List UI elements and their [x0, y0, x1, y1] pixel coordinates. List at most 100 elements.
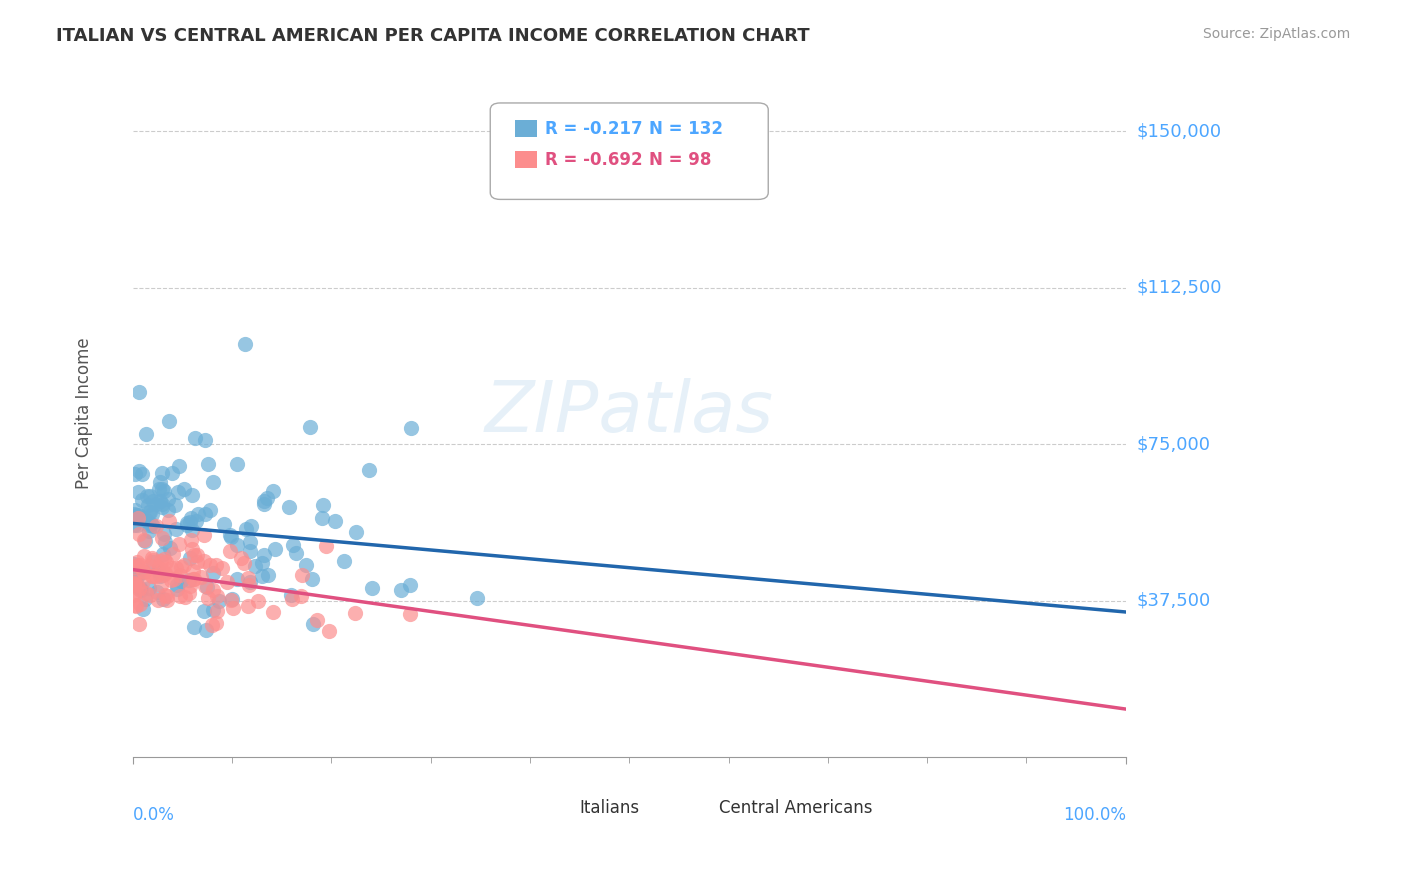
Text: 100.0%: 100.0%: [1063, 805, 1126, 823]
Point: [221, 591, 243, 606]
Point: [201, 618, 224, 632]
Point: [138, 581, 160, 595]
Point: [183, 572, 205, 586]
Point: [134, 534, 156, 549]
Point: [219, 528, 242, 542]
Point: [208, 594, 231, 608]
Point: [122, 575, 145, 590]
Point: [361, 581, 384, 595]
Point: [127, 511, 149, 525]
Point: [128, 464, 150, 478]
Point: [284, 546, 307, 560]
Point: [344, 524, 367, 539]
Point: [180, 488, 202, 502]
Point: [202, 603, 225, 617]
Point: [204, 558, 226, 572]
Point: [152, 547, 174, 561]
Point: [243, 559, 266, 574]
Point: [165, 561, 187, 575]
Point: [193, 604, 215, 618]
Point: [214, 517, 236, 532]
Point: [465, 591, 488, 605]
Point: [142, 555, 165, 569]
Point: [262, 605, 284, 619]
Point: [186, 556, 208, 570]
Point: [153, 527, 176, 541]
Point: [307, 613, 329, 627]
Point: [124, 503, 146, 517]
Text: $150,000: $150,000: [1137, 122, 1222, 140]
Point: [235, 522, 257, 536]
Point: [280, 588, 302, 602]
Point: [194, 579, 217, 593]
Point: [179, 550, 201, 565]
Point: [129, 597, 152, 611]
Point: [150, 483, 173, 497]
Point: [238, 571, 260, 585]
Point: [142, 519, 165, 533]
Point: [136, 498, 159, 512]
Point: [124, 560, 146, 574]
Point: [148, 560, 170, 574]
Point: [173, 482, 195, 496]
Point: [281, 538, 304, 552]
Point: [166, 582, 188, 596]
Point: [301, 616, 323, 631]
Point: [246, 594, 269, 608]
Point: [149, 568, 172, 582]
Point: [170, 560, 193, 574]
Point: [149, 493, 172, 508]
Point: [138, 505, 160, 519]
Point: [135, 513, 157, 527]
Point: [218, 544, 240, 558]
Point: [193, 528, 215, 542]
Point: [263, 542, 285, 557]
Point: [124, 508, 146, 522]
Point: [127, 555, 149, 569]
Point: [169, 568, 191, 582]
Text: ZIPatlas: ZIPatlas: [485, 378, 773, 448]
Point: [160, 466, 183, 480]
Point: [152, 500, 174, 514]
Text: Source: ZipAtlas.com: Source: ZipAtlas.com: [1202, 27, 1350, 41]
Text: $37,500: $37,500: [1137, 591, 1211, 610]
Point: [153, 552, 176, 566]
Point: [239, 534, 262, 549]
Point: [141, 550, 163, 565]
Point: [318, 624, 340, 639]
Point: [150, 563, 173, 577]
Point: [149, 475, 172, 490]
Point: [205, 604, 228, 618]
Point: [176, 516, 198, 530]
Point: [167, 537, 190, 551]
Point: [141, 553, 163, 567]
Point: [315, 539, 337, 553]
Point: [150, 531, 173, 545]
Point: [127, 578, 149, 592]
Point: [184, 514, 207, 528]
Text: N = 98: N = 98: [650, 151, 711, 169]
Point: [399, 607, 422, 621]
Point: [207, 589, 229, 603]
Point: [157, 414, 180, 428]
Point: [155, 588, 177, 602]
Point: [134, 565, 156, 579]
Point: [219, 593, 242, 607]
Point: [163, 572, 186, 586]
Point: [124, 583, 146, 598]
Point: [183, 549, 205, 563]
Point: [190, 570, 212, 584]
Point: [278, 500, 301, 514]
Point: [184, 431, 207, 445]
Point: [124, 599, 146, 614]
Point: [257, 568, 280, 582]
Point: [128, 582, 150, 597]
Point: [157, 492, 180, 507]
Point: [160, 561, 183, 575]
Point: [253, 497, 276, 511]
Point: [135, 427, 157, 442]
Text: $112,500: $112,500: [1137, 278, 1222, 297]
Point: [232, 557, 254, 571]
Point: [193, 554, 215, 568]
Point: [141, 569, 163, 583]
